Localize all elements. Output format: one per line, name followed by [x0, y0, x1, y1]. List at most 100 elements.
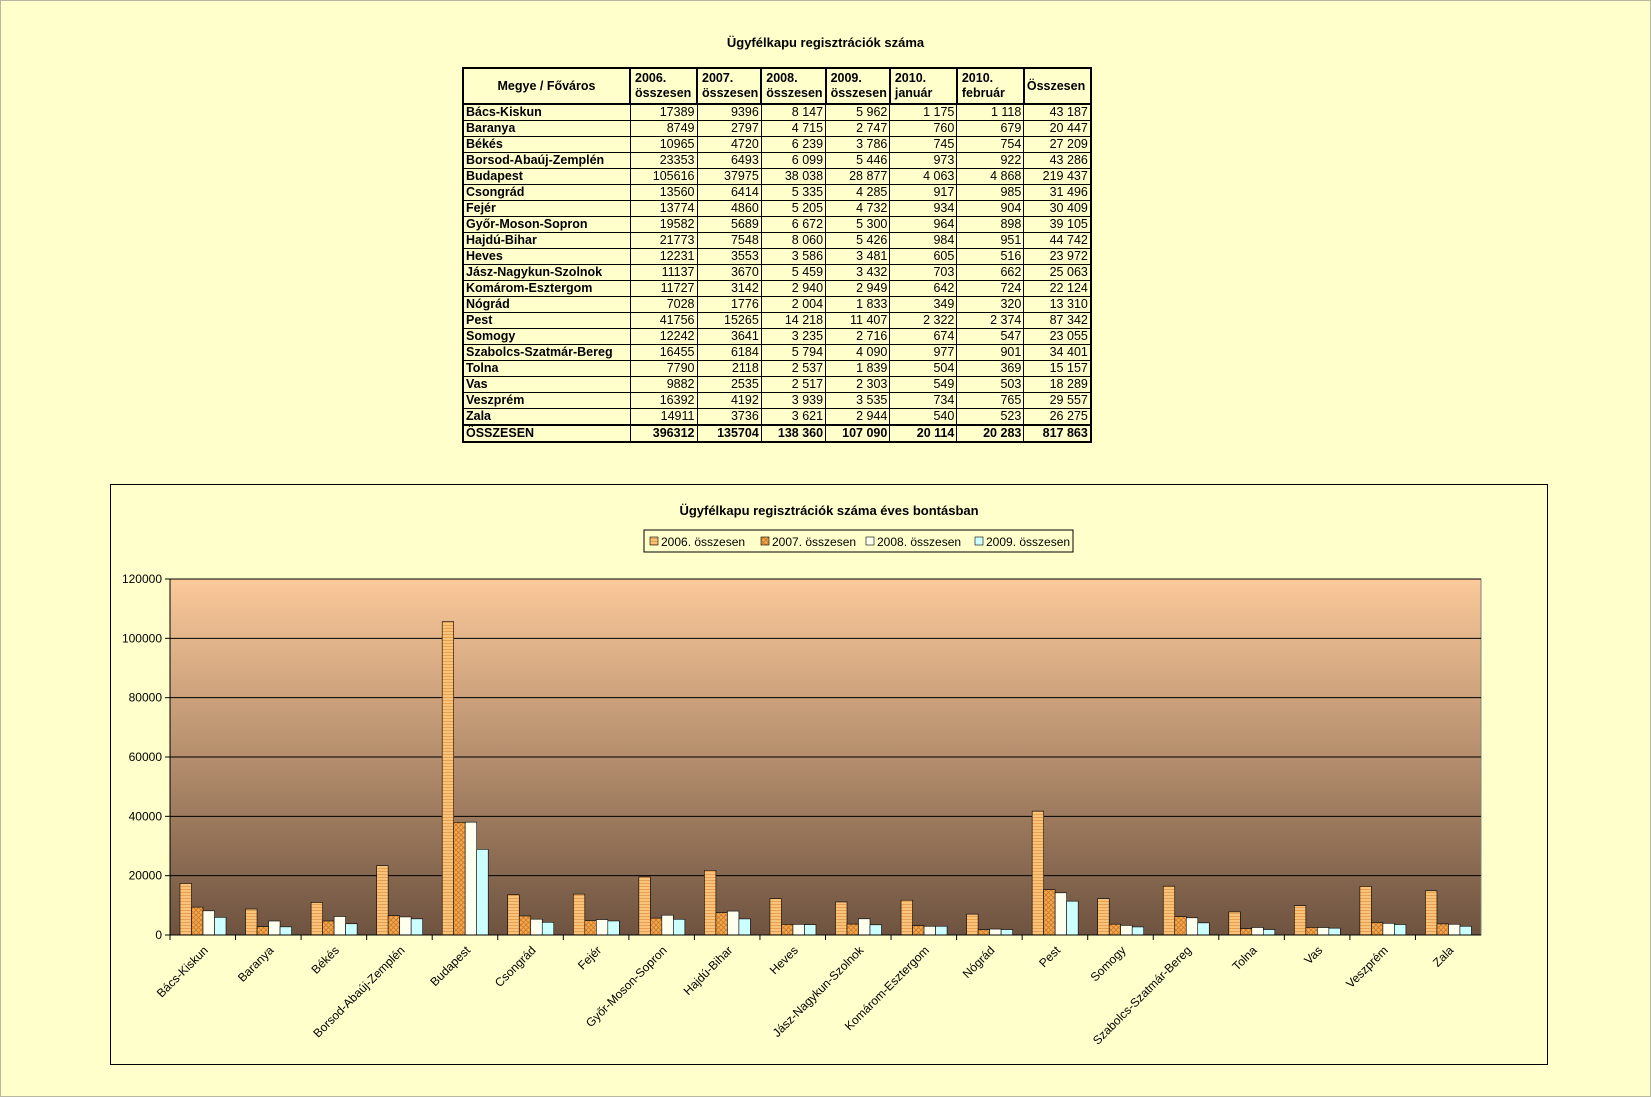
bar-2-8 — [650, 917, 663, 936]
x-tick-label: Somogy — [1088, 943, 1129, 984]
value-cell: 745 — [889, 136, 958, 153]
legend-label: 2006. összesen — [661, 535, 745, 549]
value-cell: 917 — [889, 184, 958, 201]
value-cell: 31 496 — [1023, 184, 1092, 201]
bar-1-10 — [769, 898, 782, 936]
x-tick-label: Csongrád — [492, 943, 539, 990]
bar-4-12 — [935, 925, 948, 936]
value-cell: 11727 — [629, 280, 698, 297]
value-cell: 2 537 — [760, 360, 827, 377]
value-cell: 3 786 — [825, 136, 891, 153]
value-cell: 38 038 — [760, 168, 827, 185]
total-cell: 135704 — [696, 424, 762, 443]
bar-4-20 — [1459, 925, 1472, 936]
bar-2-9 — [715, 912, 728, 936]
value-cell: 23 972 — [1023, 248, 1092, 265]
value-cell: 2 517 — [760, 376, 827, 393]
bar-3-19 — [1382, 923, 1395, 936]
value-cell: 549 — [889, 376, 958, 393]
bar-1-12 — [900, 899, 913, 936]
header-2006: 2006. összesen — [629, 67, 698, 105]
bar-3-8 — [661, 914, 674, 936]
county-name-cell: Heves — [462, 248, 631, 265]
value-cell: 16392 — [629, 392, 698, 409]
y-tick-label: 40000 — [129, 809, 163, 823]
bar-1-11 — [835, 901, 848, 936]
bar-3-1 — [202, 910, 215, 936]
county-name-cell: Baranya — [462, 120, 631, 137]
value-cell: 2 747 — [825, 120, 891, 137]
bar-1-5 — [441, 621, 455, 936]
bar-1-13 — [966, 913, 979, 936]
total-cell: 138 360 — [760, 424, 827, 443]
value-cell: 4860 — [696, 200, 762, 217]
value-cell: 3553 — [696, 248, 762, 265]
value-cell: 5 335 — [760, 184, 827, 201]
value-cell: 15 157 — [1023, 360, 1092, 377]
value-cell: 34 401 — [1023, 344, 1092, 361]
bar-2-17 — [1240, 928, 1253, 936]
value-cell: 547 — [956, 328, 1025, 345]
value-cell: 3 481 — [825, 248, 891, 265]
bar-3-17 — [1251, 927, 1264, 936]
value-cell: 3 621 — [760, 408, 827, 426]
bar-2-15 — [1108, 923, 1122, 936]
y-tick-label: 120000 — [122, 572, 162, 586]
county-name-cell: Csongrád — [462, 184, 631, 201]
bar-1-20 — [1425, 890, 1438, 936]
x-axis: Bács-Kiskun Baranya BékésBorsod-Abaúj-Zemp… — [154, 934, 1481, 1047]
bar-2-3 — [322, 920, 335, 936]
x-tick-label: Budapest — [427, 943, 473, 989]
value-cell: 21773 — [629, 232, 698, 249]
x-tick-label: Baranya — [235, 943, 277, 985]
value-cell: 3142 — [696, 280, 762, 297]
value-cell: 503 — [956, 376, 1025, 393]
x-tick-label: Heves — [767, 943, 801, 977]
value-cell: 14 218 — [760, 312, 827, 329]
value-cell: 22 124 — [1023, 280, 1092, 297]
value-cell: 7028 — [629, 296, 698, 313]
chart-area: Ügyfélkapu regisztrációk száma éves bont… — [110, 484, 1548, 1065]
value-cell: 4 868 — [956, 168, 1025, 185]
value-cell: 6414 — [696, 184, 762, 201]
value-cell: 8 060 — [760, 232, 827, 249]
bar-4-3 — [345, 923, 358, 936]
value-cell: 523 — [956, 408, 1025, 426]
value-cell: 13560 — [629, 184, 698, 201]
bar-2-20 — [1436, 923, 1449, 936]
value-cell: 3 586 — [760, 248, 827, 265]
value-cell: 5 794 — [760, 344, 827, 361]
table-row: Fejér 13774 4860 5 205 4 732 934 904 30 409 — [462, 200, 1092, 217]
table-row: Vas 9882 2535 2 517 2 303 549 503 18 289 — [462, 376, 1092, 393]
county-name-cell: Veszprém — [462, 392, 631, 409]
county-name-cell: Békés — [462, 136, 631, 153]
value-cell: 1776 — [696, 296, 762, 313]
value-cell: 985 — [956, 184, 1025, 201]
bar-2-14 — [1043, 889, 1056, 936]
value-cell: 16455 — [629, 344, 698, 361]
table-row: Budapest 105616 37975 38 038 28 877 4 063 4 86… — [462, 168, 1092, 185]
county-name-cell: Hajdú-Bihar — [462, 232, 631, 249]
value-cell: 3670 — [696, 264, 762, 281]
header-2010-jan: 2010. január — [888, 67, 958, 105]
value-cell: 760 — [889, 120, 958, 137]
total-cell: 20 283 — [956, 424, 1025, 443]
value-cell: 734 — [889, 392, 958, 409]
value-cell: 369 — [956, 360, 1025, 377]
value-cell: 6 099 — [760, 152, 827, 169]
value-cell: 349 — [889, 296, 958, 313]
bar-2-19 — [1371, 922, 1384, 936]
bar-3-9 — [727, 910, 740, 936]
value-cell: 901 — [956, 344, 1025, 361]
county-name-cell: Jász-Nagykun-Szolnok — [462, 264, 631, 281]
value-cell: 898 — [956, 216, 1025, 233]
bar-4-18 — [1328, 927, 1341, 936]
bar-4-1 — [214, 917, 227, 936]
bar-1-4 — [376, 865, 389, 936]
value-cell: 5 205 — [760, 200, 827, 217]
value-cell: 6493 — [696, 152, 762, 169]
bar-1-1 — [179, 883, 192, 936]
table-row: Baranya 8749 2797 4 715 2 747 760 679 20 447 — [462, 120, 1092, 137]
bar-3-14 — [1054, 892, 1067, 936]
table-row: Hajdú-Bihar 21773 7548 8 060 5 426 984 951 44 7… — [462, 232, 1092, 249]
